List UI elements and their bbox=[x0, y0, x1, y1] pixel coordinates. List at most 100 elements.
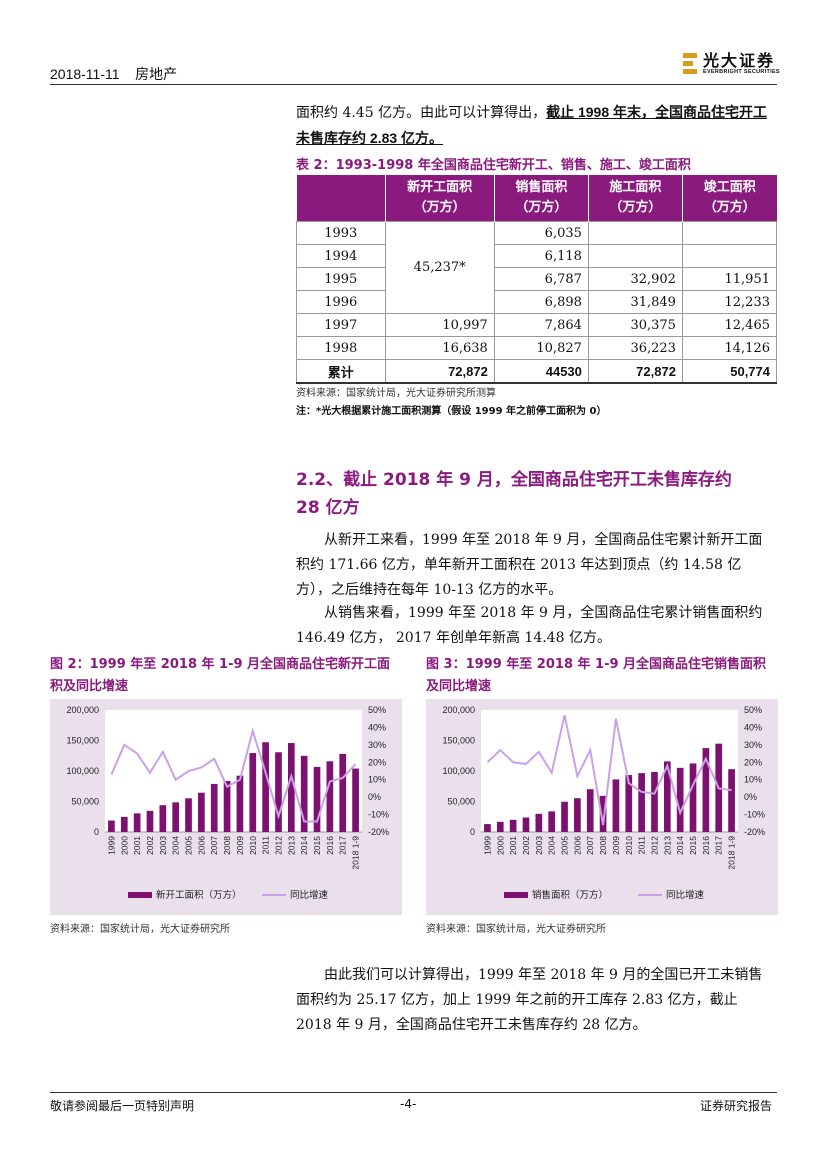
table-cell-total-done: 50,774 bbox=[681, 359, 778, 384]
bar bbox=[185, 798, 192, 832]
y2-tick-label: 40% bbox=[368, 722, 386, 732]
table-cell-done bbox=[681, 221, 778, 245]
table-cell-total-wip: 72,872 bbox=[587, 359, 683, 384]
x-tick-label: 1999 bbox=[482, 836, 492, 855]
x-tick-label: 2008 bbox=[598, 836, 608, 855]
x-tick-label: 2006 bbox=[196, 836, 206, 855]
bar bbox=[339, 753, 347, 832]
bar bbox=[146, 810, 154, 832]
logo-en-text: EVERBRIGHT SECURITIES bbox=[703, 69, 780, 75]
bar bbox=[574, 798, 581, 832]
y-tick-label: 200,000 bbox=[442, 705, 475, 715]
x-tick-label: 2013 bbox=[662, 836, 672, 855]
bar bbox=[509, 819, 517, 832]
x-tick-label: 2003 bbox=[534, 836, 544, 855]
bar bbox=[496, 821, 504, 832]
x-tick-label: 2010 bbox=[624, 836, 634, 855]
table-cell-sales: 6,787 bbox=[493, 267, 589, 291]
paragraph-conclusion: 由此我们可以计算得出，1999 年至 2018 年 9 月的全国已开工未销售面积… bbox=[296, 967, 763, 1033]
bar bbox=[326, 761, 334, 832]
x-tick-label: 2011 bbox=[637, 836, 647, 855]
bar bbox=[548, 811, 556, 832]
x-tick-label: 2004 bbox=[171, 836, 181, 855]
table2-header-start: 新开工面积 （万方） bbox=[384, 175, 495, 222]
logo-cn-text: 光大证券 bbox=[703, 51, 776, 70]
growth-line bbox=[486, 715, 732, 826]
fig3-caption-line2: 及同比增速 bbox=[426, 679, 492, 694]
bar bbox=[223, 781, 231, 832]
x-tick-label: 2011 bbox=[261, 836, 271, 855]
report-header: 2018-11-11 房地产 bbox=[50, 64, 177, 84]
x-tick-label: 2002 bbox=[145, 836, 155, 855]
growth-line bbox=[110, 727, 357, 823]
bar bbox=[663, 761, 671, 832]
table-cell-wip: 36,223 bbox=[587, 336, 683, 360]
x-tick-label: 2005 bbox=[560, 836, 570, 855]
x-tick-label: 2003 bbox=[158, 836, 168, 855]
y2-tick-label: 20% bbox=[744, 757, 762, 767]
table-row: 1995 6,787 32,902 11,951 bbox=[296, 267, 778, 291]
y2-tick-label: -20% bbox=[368, 827, 389, 837]
bar bbox=[561, 801, 568, 832]
fig2-chart: 200,000 150,000 100,000 50,000 0 50% 40% 30% 20%… bbox=[66, 705, 389, 901]
bar bbox=[133, 813, 141, 832]
table-cell-year: 1997 bbox=[296, 313, 386, 337]
table-cell-sales: 7,864 bbox=[493, 313, 589, 337]
y2-tick-label: -10% bbox=[368, 810, 389, 820]
section-heading-line1: 2.2、截止 2018 年 9 月，全国商品住宅开工未售库存约 bbox=[296, 470, 732, 490]
table-cell-done: 14,126 bbox=[681, 336, 778, 360]
y2-tick-label: 10% bbox=[368, 775, 386, 785]
x-tick-label: 2007 bbox=[209, 836, 219, 855]
table-cell-done: 11,951 bbox=[681, 267, 778, 291]
bar bbox=[599, 795, 607, 832]
fig2-caption-line1: 图 2：1999 年至 2018 年 1-9 月全国商品住宅新开工面 bbox=[50, 657, 391, 672]
x-tick-label: 2006 bbox=[572, 836, 582, 855]
x-tick-label: 2000 bbox=[495, 836, 505, 855]
table-cell-wip: 31,849 bbox=[587, 290, 683, 314]
bar bbox=[120, 816, 128, 832]
y-tick-label: 0 bbox=[94, 827, 99, 837]
table2-source: 资料来源：国家统计局，光大证券研究所测算 bbox=[296, 388, 496, 399]
bar bbox=[159, 805, 167, 832]
x-tick-label: 2000 bbox=[119, 836, 129, 855]
y-tick-label: 50,000 bbox=[447, 797, 475, 807]
x-tick-label: 2018 1-9 bbox=[351, 836, 361, 870]
table-cell-total-label: 累计 bbox=[296, 359, 386, 384]
x-tick-label: 2014 bbox=[675, 836, 685, 855]
bar bbox=[210, 783, 218, 832]
header-rule bbox=[50, 84, 777, 85]
y-tick-label: 150,000 bbox=[442, 736, 475, 746]
bar bbox=[352, 768, 359, 832]
legend-bar-label: 新开工面积（万方） bbox=[156, 889, 242, 901]
table2-header-sales: 销售面积 （万方） bbox=[493, 175, 589, 222]
table-cell-year: 1994 bbox=[296, 244, 386, 268]
table-cell-wip bbox=[587, 221, 683, 245]
bar bbox=[236, 775, 244, 832]
section-heading-line2: 28 亿方 bbox=[296, 498, 360, 518]
table-cell-year: 1996 bbox=[296, 290, 386, 314]
table-cell-year: 1995 bbox=[296, 267, 386, 291]
para1-text: 面积约 4.45 亿方。由此可以计算得出， bbox=[296, 105, 547, 121]
table-cell-total-start: 72,872 bbox=[384, 359, 495, 384]
y-tick-label: 150,000 bbox=[66, 736, 99, 746]
table-row: 1997 10,997 7,864 30,375 12,465 bbox=[296, 313, 778, 337]
table-cell-wip: 30,375 bbox=[587, 313, 683, 337]
x-tick-label: 2010 bbox=[248, 836, 258, 855]
y2-tick-label: 20% bbox=[368, 757, 386, 767]
fig2-chart-box: 200,000 150,000 100,000 50,000 0 50% 40% 30% 20%… bbox=[50, 699, 402, 915]
bar bbox=[300, 755, 308, 832]
table2-header-wip: 施工面积 （万方） bbox=[587, 175, 683, 222]
bar bbox=[249, 753, 257, 832]
legend-bar-swatch bbox=[128, 892, 152, 898]
table-row: 1996 6,898 31,849 12,233 bbox=[296, 290, 778, 314]
paragraph-inventory-1998: 面积约 4.45 亿方。由此可以计算得出，截止 1998 年末，全国商品住宅开工… bbox=[296, 100, 776, 152]
table-cell-merged-start: 45,237* bbox=[384, 221, 495, 314]
bar bbox=[522, 817, 530, 832]
plot-area bbox=[105, 710, 362, 832]
logo-mark-icon bbox=[683, 52, 697, 75]
fig3-caption-line1: 图 3：1999 年至 2018 年 1-9 月全国商品住宅销售面积 bbox=[426, 657, 767, 672]
bar bbox=[172, 802, 180, 832]
bar bbox=[689, 763, 697, 832]
bar bbox=[275, 752, 282, 832]
y-tick-label: 0 bbox=[470, 827, 475, 837]
